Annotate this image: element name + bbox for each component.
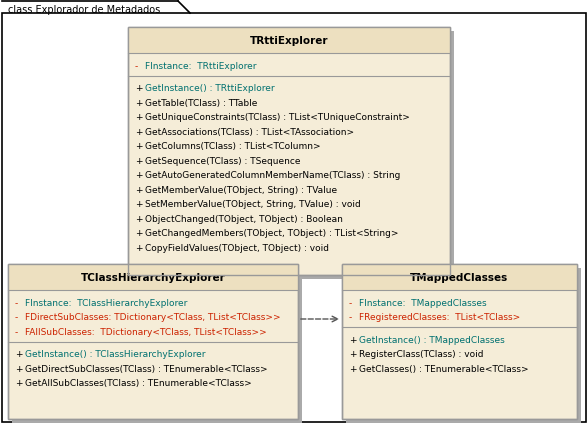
- Text: -: -: [15, 298, 18, 307]
- Text: GetAllSubClasses(TClass) : TEnumerable<TClass>: GetAllSubClasses(TClass) : TEnumerable<T…: [25, 378, 252, 387]
- Text: FInstance:  TRttiExplorer: FInstance: TRttiExplorer: [145, 62, 256, 71]
- Text: GetTable(TClass) : TTable: GetTable(TClass) : TTable: [145, 98, 258, 107]
- Text: +: +: [135, 214, 142, 223]
- Text: class Explorador de Metadados: class Explorador de Metadados: [8, 5, 161, 15]
- Bar: [346, 268, 581, 423]
- Text: +: +: [135, 200, 142, 209]
- Text: +: +: [15, 364, 22, 373]
- Text: -: -: [15, 327, 18, 336]
- Text: +: +: [135, 156, 142, 165]
- Text: GetColumns(TClass) : TList<TColumn>: GetColumns(TClass) : TList<TColumn>: [145, 142, 320, 151]
- Text: RegisterClass(TClass) : void: RegisterClass(TClass) : void: [359, 349, 483, 358]
- Text: -: -: [15, 313, 18, 322]
- Text: +: +: [15, 349, 22, 358]
- Bar: [342, 265, 577, 290]
- Text: -: -: [135, 62, 138, 71]
- Text: GetInstance() : TClassHierarchyExplorer: GetInstance() : TClassHierarchyExplorer: [25, 349, 205, 358]
- Text: -: -: [349, 298, 352, 307]
- Text: SetMemberValue(TObject, String, TValue) : void: SetMemberValue(TObject, String, TValue) …: [145, 200, 361, 209]
- Text: FDirectSubClasses: TDictionary<TClass, TList<TClass>>: FDirectSubClasses: TDictionary<TClass, T…: [25, 313, 280, 322]
- Text: GetAutoGeneratedColumnMemberName(TClass) : String: GetAutoGeneratedColumnMemberName(TClass)…: [145, 171, 400, 180]
- Text: TRttiExplorer: TRttiExplorer: [250, 36, 328, 46]
- Text: +: +: [135, 185, 142, 194]
- Text: GetClasses() : TEnumerable<TClass>: GetClasses() : TEnumerable<TClass>: [359, 364, 529, 373]
- Text: +: +: [135, 113, 142, 122]
- Text: TMappedClasses: TMappedClasses: [410, 272, 509, 282]
- Text: +: +: [135, 171, 142, 180]
- Text: GetInstance() : TMappedClasses: GetInstance() : TMappedClasses: [359, 335, 505, 344]
- Text: TClassHierarchyExplorer: TClassHierarchyExplorer: [81, 272, 225, 282]
- Bar: [342, 265, 577, 419]
- Text: FRegisteredClasses:  TList<TClass>: FRegisteredClasses: TList<TClass>: [359, 313, 520, 322]
- Bar: [128, 28, 450, 275]
- Text: +: +: [135, 142, 142, 151]
- Bar: [12, 268, 302, 423]
- Text: -: -: [349, 313, 352, 322]
- Text: +: +: [349, 335, 356, 344]
- Text: +: +: [349, 349, 356, 358]
- Bar: [8, 265, 298, 419]
- Text: +: +: [15, 378, 22, 387]
- Text: GetChangedMembers(TObject, TObject) : TList<String>: GetChangedMembers(TObject, TObject) : TL…: [145, 229, 399, 238]
- Text: ObjectChanged(TObject, TObject) : Boolean: ObjectChanged(TObject, TObject) : Boolea…: [145, 214, 343, 223]
- Text: +: +: [349, 364, 356, 373]
- Text: +: +: [135, 243, 142, 252]
- Bar: [8, 265, 298, 419]
- Text: +: +: [135, 98, 142, 107]
- Text: FInstance:  TClassHierarchyExplorer: FInstance: TClassHierarchyExplorer: [25, 298, 188, 307]
- Text: +: +: [135, 84, 142, 93]
- Text: GetDirectSubClasses(TClass) : TEnumerable<TClass>: GetDirectSubClasses(TClass) : TEnumerabl…: [25, 364, 268, 373]
- Text: CopyFieldValues(TObject, TObject) : void: CopyFieldValues(TObject, TObject) : void: [145, 243, 329, 252]
- Text: GetAssociations(TClass) : TList<TAssociation>: GetAssociations(TClass) : TList<TAssocia…: [145, 127, 354, 136]
- Text: FInstance:  TMappedClasses: FInstance: TMappedClasses: [359, 298, 487, 307]
- Text: FAllSubClasses:  TDictionary<TClass, TList<TClass>>: FAllSubClasses: TDictionary<TClass, TLis…: [25, 327, 267, 336]
- Bar: [342, 265, 577, 419]
- Bar: [128, 28, 450, 275]
- Text: GetSequence(TClass) : TSequence: GetSequence(TClass) : TSequence: [145, 156, 300, 165]
- Text: +: +: [135, 127, 142, 136]
- Text: GetInstance() : TRttiExplorer: GetInstance() : TRttiExplorer: [145, 84, 275, 93]
- Text: GetMemberValue(TObject, String) : TValue: GetMemberValue(TObject, String) : TValue: [145, 185, 337, 194]
- Bar: [132, 32, 454, 279]
- Text: +: +: [135, 229, 142, 238]
- Bar: [8, 265, 298, 290]
- Text: GetUniqueConstraints(TClass) : TList<TUniqueConstraint>: GetUniqueConstraints(TClass) : TList<TUn…: [145, 113, 410, 122]
- Bar: [128, 28, 450, 54]
